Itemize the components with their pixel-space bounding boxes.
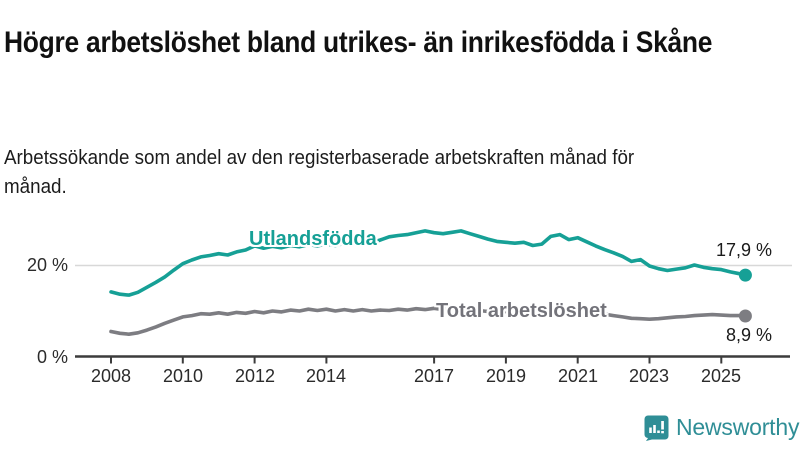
series-label-total-arbetsloshet: Total arbetslöshet xyxy=(436,300,607,322)
x-axis-tick-label: 2021 xyxy=(557,366,599,386)
series-end-dot-utlandsfodda xyxy=(738,268,752,282)
newsworthy-logo-link[interactable]: Newsworthy xyxy=(644,414,799,441)
series-line-total xyxy=(109,304,748,337)
end-value-label-utlandsfodda: 17,9 % xyxy=(715,240,772,260)
newsworthy-logo-text: Newsworthy xyxy=(676,414,800,440)
x-axis-tick-label: 2019 xyxy=(485,366,527,386)
x-axis-tick-label: 2017 xyxy=(413,366,455,386)
x-axis-tick-label: 2008 xyxy=(90,366,132,386)
x-axis-tick-label: 2014 xyxy=(305,366,347,386)
x-axis-tick-label: 2012 xyxy=(234,366,276,386)
newsworthy-chart-bubble-icon xyxy=(644,415,669,441)
chart-subtitle: Arbetssökande som andel av den registerb… xyxy=(4,147,635,198)
x-axis-tick-label: 2023 xyxy=(628,366,670,386)
series-line-utlandsfodda xyxy=(109,229,748,297)
y-axis-tick-label-20: 20 % xyxy=(26,255,68,275)
page-title: Högre arbetslöshet bland utrikes- än inr… xyxy=(4,26,713,60)
x-axis-tick-label: 2025 xyxy=(700,366,742,386)
series-end-dot-total xyxy=(738,309,752,323)
y-axis-tick-label-0: 0 % xyxy=(36,347,68,367)
end-value-label-total: 8,9 % xyxy=(725,325,772,345)
series-label-utlandsfodda: Utlandsfödda xyxy=(249,228,377,250)
x-axis-tick-label: 2010 xyxy=(162,366,204,386)
